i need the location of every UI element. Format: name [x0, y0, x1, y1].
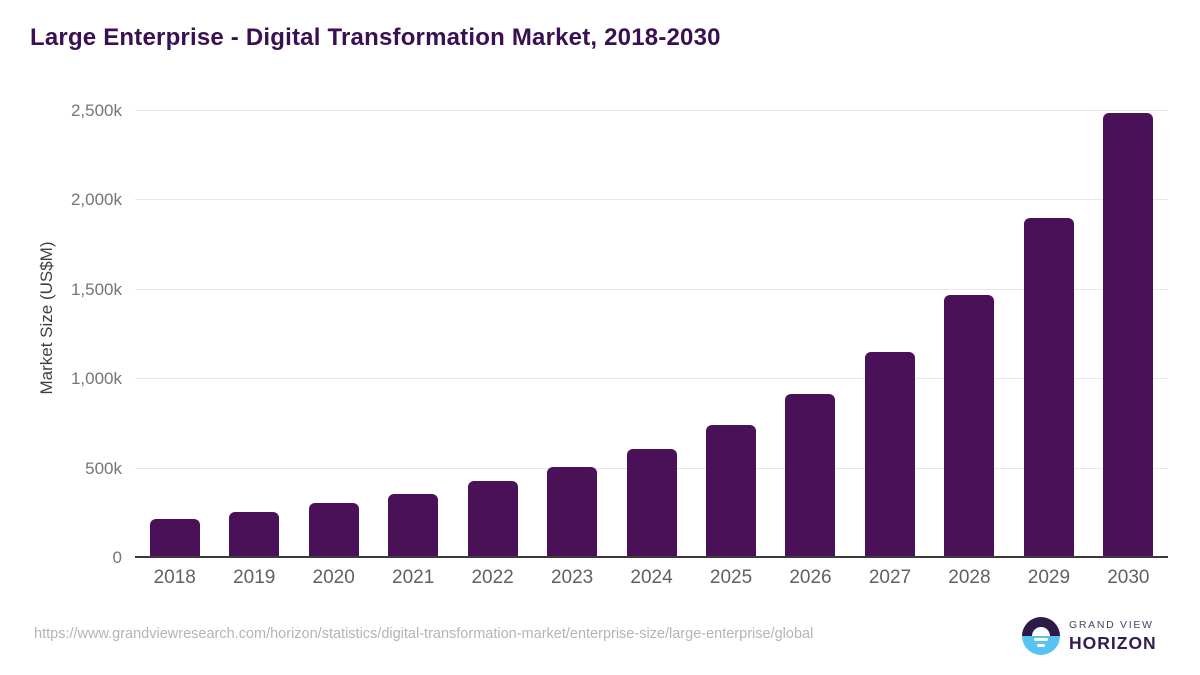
- bar-cell-2023: [532, 90, 611, 558]
- bar-cell-2024: [612, 90, 691, 558]
- bar-2021[interactable]: [388, 493, 439, 558]
- gridline-1,500k: [135, 288, 1168, 290]
- logo-text: GRAND VIEW HORIZON: [1069, 620, 1157, 652]
- bar-2027[interactable]: [864, 351, 915, 558]
- icon-water-ripple: [1037, 644, 1045, 647]
- x-tick-label-2027: 2027: [868, 567, 912, 588]
- bar-cell-2018: [135, 90, 214, 558]
- gridline-2,000k: [135, 199, 1168, 201]
- gridline-2,500k: [135, 110, 1168, 111]
- bar-cell-2019: [214, 90, 293, 558]
- y-tick-label: 0: [112, 548, 122, 567]
- bar-cell-2022: [453, 90, 532, 558]
- bar-series: [135, 90, 1168, 558]
- bar-2026[interactable]: [785, 393, 836, 558]
- bar-2020[interactable]: [308, 503, 359, 558]
- x-tick-label-2028: 2028: [948, 567, 991, 588]
- x-tick-label-2022: 2022: [471, 567, 514, 588]
- y-tick-label: 2,000k: [70, 190, 122, 210]
- bar-cell-2020: [294, 90, 373, 558]
- gridline-1,000k: [135, 378, 1168, 380]
- x-tick-label-2018: 2018: [153, 567, 196, 588]
- y-tick-label: 2,500k: [70, 101, 122, 120]
- x-tick-label-2025: 2025: [709, 567, 753, 588]
- plot-area: [135, 90, 1168, 558]
- icon-top-half: [1022, 617, 1060, 636]
- x-tick-label-2023: 2023: [550, 567, 594, 588]
- bar-2025[interactable]: [706, 424, 757, 558]
- x-tick-label-2020: 2020: [312, 567, 355, 588]
- chart-title: Large Enterprise - Digital Transformatio…: [30, 24, 721, 51]
- x-tick-label-2024: 2024: [630, 567, 673, 588]
- x-axis-tick-labels: 2018 2019 2020 2021 2022 2023 2024 2025 2026 2027…: [135, 567, 1168, 589]
- bar-cell-2030: [1089, 90, 1168, 558]
- y-tick-label: 500k: [85, 458, 122, 478]
- source-url: https://www.grandviewresearch.com/horizo…: [34, 626, 814, 642]
- x-tick-label-2021: 2021: [392, 567, 435, 588]
- y-tick-label: 1,000k: [70, 369, 122, 389]
- icon-water-ripple: [1034, 638, 1048, 641]
- bar-cell-2021: [373, 90, 452, 558]
- sunrise-horizon-icon: [1022, 617, 1060, 655]
- x-tick-label-2019: 2019: [233, 567, 276, 588]
- y-axis-tick-labels: 0 500k 1,000k 1,500k 2,000k 2,500k: [0, 90, 122, 567]
- bar-2019[interactable]: [229, 511, 280, 558]
- logo-product-line: HORIZON: [1069, 632, 1157, 653]
- logo-brand-line: GRAND VIEW: [1069, 619, 1154, 631]
- bar-2028[interactable]: [944, 295, 995, 558]
- bar-2029[interactable]: [1023, 218, 1074, 558]
- bar-2022[interactable]: [467, 481, 518, 558]
- x-tick-label-2026: 2026: [789, 567, 832, 588]
- x-axis-line: [135, 556, 1168, 558]
- bar-cell-2029: [1009, 90, 1088, 558]
- grand-view-horizon-logo[interactable]: GRAND VIEW HORIZON: [1022, 617, 1157, 655]
- icon-sun-dome: [1032, 627, 1050, 636]
- bar-cell-2027: [850, 90, 929, 558]
- bar-cell-2026: [771, 90, 850, 558]
- bar-2024[interactable]: [626, 448, 677, 558]
- bar-cell-2025: [691, 90, 770, 558]
- bar-2030[interactable]: [1103, 112, 1154, 558]
- bar-2023[interactable]: [547, 467, 598, 558]
- bar-2018[interactable]: [149, 518, 200, 558]
- y-tick-label: 1,500k: [70, 279, 122, 299]
- x-tick-label-2030: 2030: [1107, 567, 1150, 588]
- bar-cell-2028: [930, 90, 1009, 558]
- x-tick-label-2029: 2029: [1027, 567, 1071, 588]
